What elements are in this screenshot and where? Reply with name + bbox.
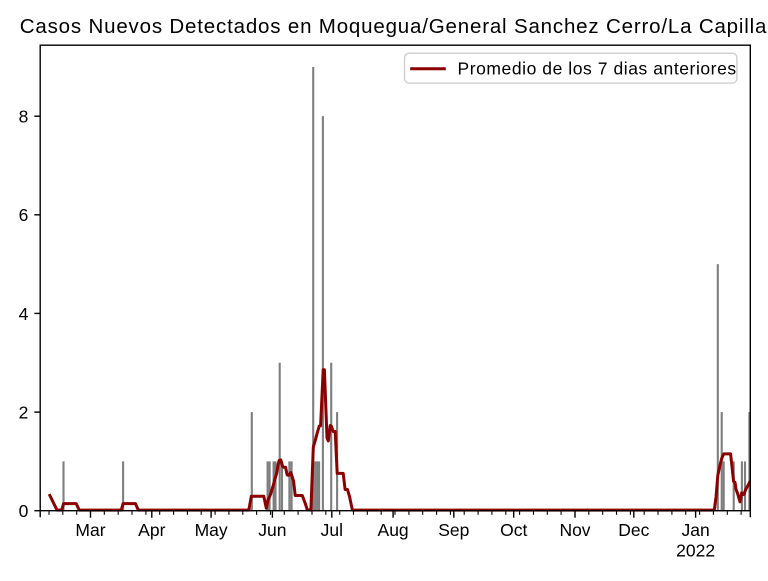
svg-text:Jul: Jul [321, 520, 343, 540]
svg-text:Nov: Nov [559, 520, 590, 540]
svg-text:Casos Nuevos Detectados en Moq: Casos Nuevos Detectados en Moquegua/Gene… [20, 15, 767, 38]
svg-text:Dec: Dec [618, 520, 649, 540]
svg-text:4: 4 [19, 304, 29, 324]
svg-text:Oct: Oct [500, 520, 527, 540]
svg-text:Sep: Sep [438, 520, 469, 540]
svg-text:6: 6 [19, 205, 29, 225]
svg-text:8: 8 [19, 107, 29, 127]
svg-text:Jan: Jan [681, 520, 709, 540]
svg-text:Mar: Mar [75, 520, 105, 540]
svg-text:2: 2 [19, 402, 29, 422]
svg-text:Jun: Jun [258, 520, 286, 540]
svg-text:May: May [195, 520, 228, 540]
svg-text:Aug: Aug [378, 520, 409, 540]
svg-text:Apr: Apr [138, 520, 165, 540]
svg-text:Promedio de los 7 dias anterio: Promedio de los 7 dias anteriores [458, 58, 737, 78]
svg-text:2022: 2022 [676, 541, 715, 561]
svg-text:0: 0 [19, 501, 29, 521]
